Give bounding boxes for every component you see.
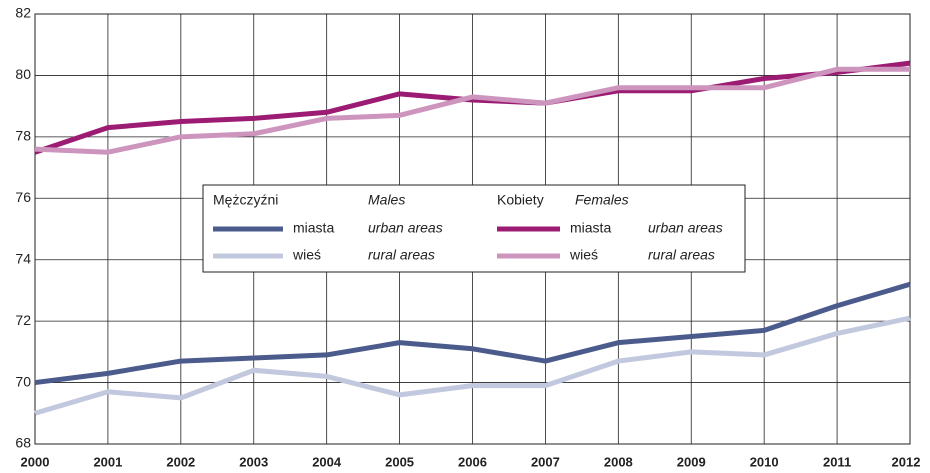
legend-label-en: rural areas	[648, 247, 715, 263]
x-tick-label: 2007	[531, 454, 560, 469]
x-tick-label: 2006	[458, 454, 487, 469]
x-tick-label: 2010	[750, 454, 779, 469]
x-tick-label: 2004	[312, 454, 342, 469]
y-tick-label: 74	[15, 250, 31, 266]
legend-group-title: Mężczyźni	[213, 192, 278, 208]
x-tick-label: 2002	[166, 454, 195, 469]
legend-box	[202, 184, 746, 273]
y-tick-label: 68	[15, 435, 31, 451]
legend-group-title: Kobiety	[497, 192, 544, 208]
legend-label: miasta	[570, 220, 611, 236]
legend-label: miasta	[293, 220, 334, 236]
legend-label: wieś	[292, 247, 321, 263]
legend-label-en: urban areas	[648, 220, 723, 236]
x-tick-label: 2003	[239, 454, 268, 469]
x-tick-label: 2011	[823, 454, 851, 469]
y-tick-label: 78	[15, 128, 31, 144]
y-tick-label: 72	[15, 312, 31, 328]
x-tick-label: 2001	[93, 454, 122, 469]
x-tick-label: 2008	[604, 454, 633, 469]
series-line	[34, 281, 911, 386]
y-tick-label: 82	[15, 5, 31, 21]
series-line	[34, 60, 911, 155]
x-tick-label: 2009	[677, 454, 706, 469]
legend-label-en: rural areas	[368, 247, 435, 263]
legend-label: wieś	[569, 247, 598, 263]
y-tick-label: 70	[15, 373, 31, 389]
legend-group-title-en: Males	[368, 192, 405, 208]
series-line	[34, 66, 910, 155]
legend-label-en: urban areas	[368, 220, 443, 236]
x-tick-label: 2000	[21, 454, 50, 469]
x-tick-label: 2012	[892, 454, 921, 469]
y-tick-label: 76	[15, 189, 31, 205]
y-tick-label: 80	[15, 66, 31, 82]
legend-group-title-en: Females	[575, 192, 629, 208]
series-line	[34, 315, 911, 416]
x-tick-label: 2005	[385, 454, 414, 469]
